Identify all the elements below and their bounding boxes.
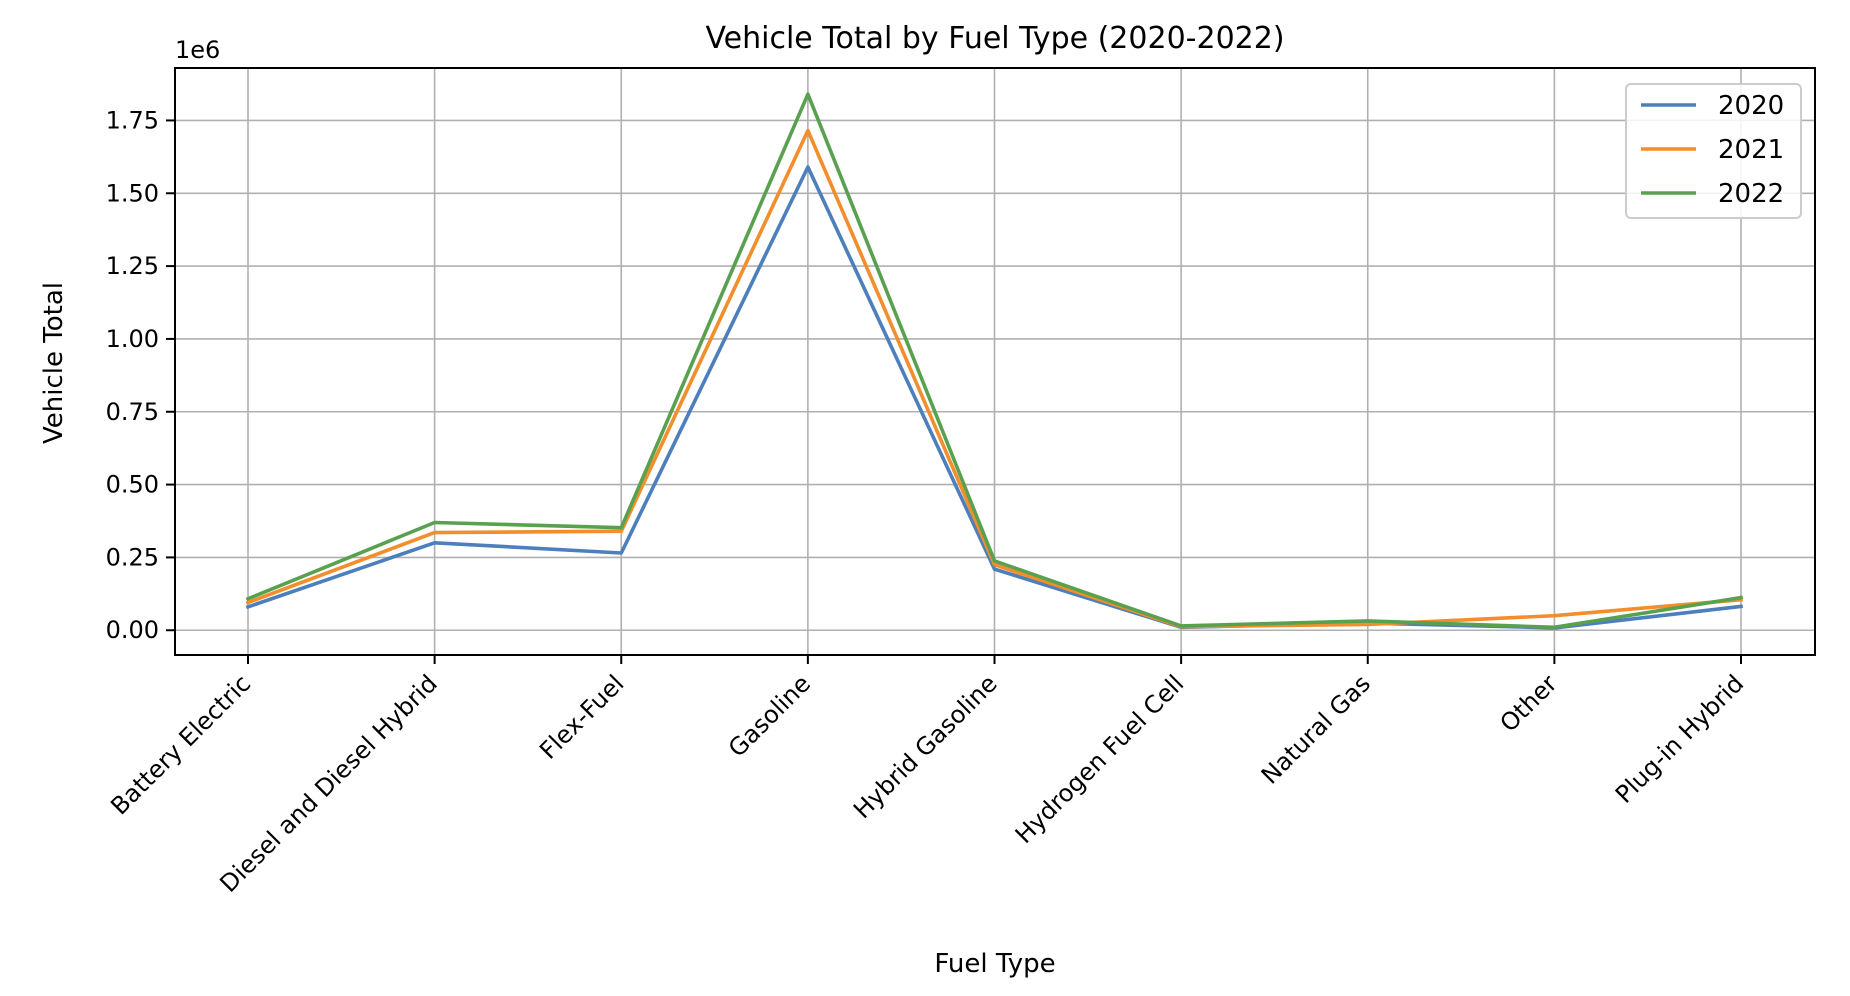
y-axis-label: Vehicle Total bbox=[39, 282, 69, 444]
y-tick-label: 1.25 bbox=[106, 252, 159, 280]
legend: 2020 2021 2022 bbox=[1625, 83, 1802, 219]
legend-label-2022: 2022 bbox=[1718, 179, 1784, 209]
y-tick-label: 1.75 bbox=[106, 106, 159, 134]
series-line-2022 bbox=[245, 92, 1744, 630]
y-tick-label: 0.75 bbox=[106, 398, 159, 426]
y-tick-label: 0.50 bbox=[106, 471, 159, 499]
chart-title: Vehicle Total by Fuel Type (2020-2022) bbox=[705, 21, 1284, 56]
series-line-2021 bbox=[245, 128, 1743, 629]
series-lines bbox=[245, 92, 1744, 630]
legend-box bbox=[1625, 83, 1802, 219]
y-tick-label: 0.25 bbox=[106, 543, 159, 571]
y-tick-label: 1.50 bbox=[106, 179, 159, 207]
legend-label-2020: 2020 bbox=[1718, 91, 1784, 121]
x-axis-label: Fuel Type bbox=[934, 949, 1055, 979]
legend-label-2021: 2021 bbox=[1718, 135, 1784, 165]
y-tick-label: 0.00 bbox=[106, 616, 159, 644]
y-axis-offset-label: 1e6 bbox=[175, 36, 220, 64]
y-tick-label: 1.00 bbox=[106, 325, 159, 353]
